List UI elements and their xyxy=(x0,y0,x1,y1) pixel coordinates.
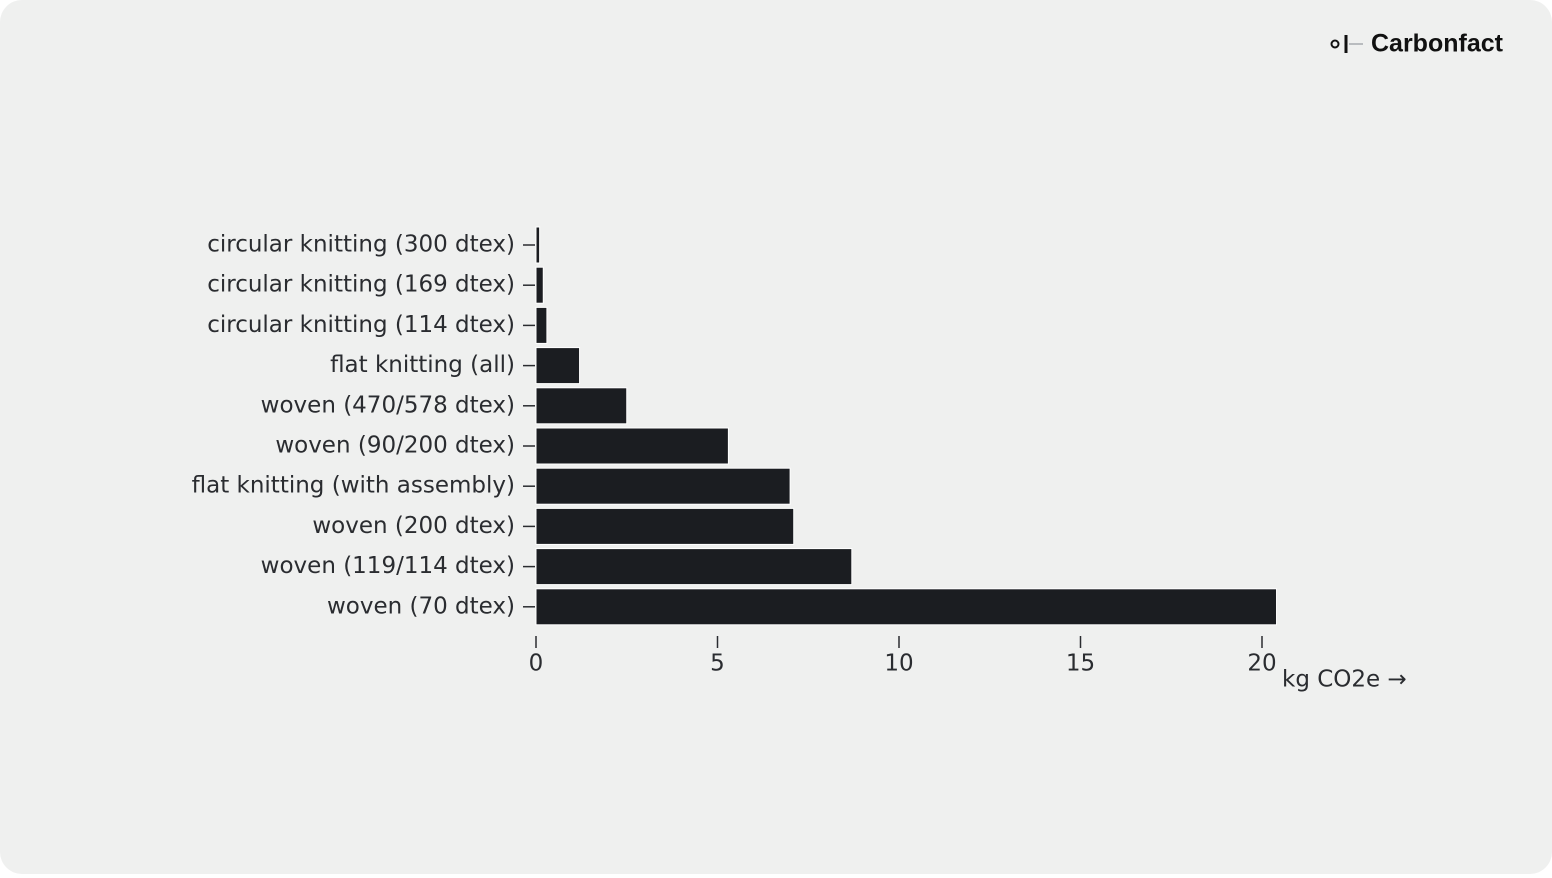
y-tick-label: flat knitting (all) xyxy=(330,352,515,378)
y-tick-label: woven (200 dtex) xyxy=(312,513,515,539)
bar xyxy=(535,427,729,465)
bar xyxy=(535,387,628,425)
y-tick-label: circular knitting (114 dtex) xyxy=(207,312,515,338)
y-tick-label: woven (119/114 dtex) xyxy=(261,553,515,579)
y-tick-label: woven (70 dtex) xyxy=(327,593,515,619)
x-axis-label: kg CO2e → xyxy=(1282,667,1407,693)
brand-logo xyxy=(1330,35,1363,53)
x-tick-label: 15 xyxy=(1066,651,1095,677)
bar xyxy=(535,588,1278,626)
bar xyxy=(535,548,853,586)
x-tick-label: 0 xyxy=(529,651,544,677)
logo-circle xyxy=(1330,39,1340,49)
bar xyxy=(535,226,541,264)
y-tick-label: flat knitting (with assembly) xyxy=(192,473,515,499)
x-tick-label: 5 xyxy=(710,651,725,677)
bar xyxy=(535,266,544,304)
y-tick-label: circular knitting (169 dtex) xyxy=(207,272,515,298)
bar xyxy=(535,347,581,385)
y-tick-label: woven (470/578 dtex) xyxy=(261,392,515,418)
bar xyxy=(535,467,791,505)
x-tick-label: 10 xyxy=(884,651,913,677)
y-tick-label: woven (90/200 dtex) xyxy=(275,433,515,459)
x-tick-label: 20 xyxy=(1247,651,1276,677)
y-tick-label: circular knitting (300 dtex) xyxy=(207,232,515,258)
bar xyxy=(535,306,548,344)
brand-name: Carbonfact xyxy=(1371,30,1504,58)
bar xyxy=(535,507,795,545)
